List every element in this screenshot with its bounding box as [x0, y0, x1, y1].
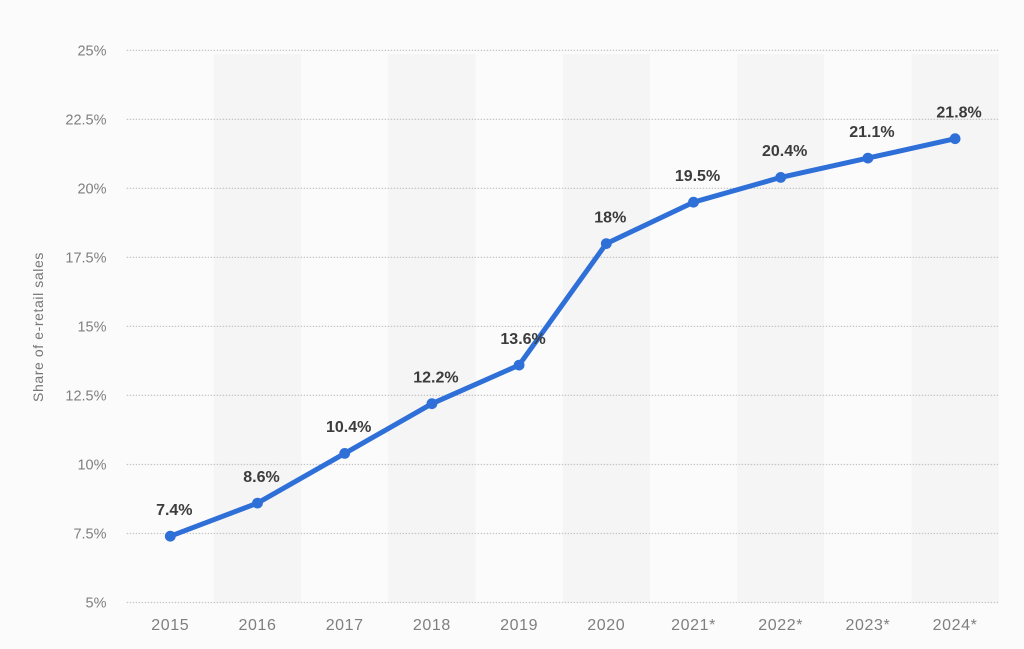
svg-text:21.8%: 21.8%: [936, 104, 981, 121]
svg-text:2023*: 2023*: [845, 617, 890, 634]
svg-text:10.4%: 10.4%: [326, 419, 371, 436]
svg-text:2024*: 2024*: [933, 617, 978, 634]
svg-text:18%: 18%: [594, 209, 626, 226]
svg-text:7.5%: 7.5%: [73, 527, 106, 543]
svg-text:12.5%: 12.5%: [65, 389, 106, 405]
svg-text:19.5%: 19.5%: [675, 168, 720, 185]
svg-text:7.4%: 7.4%: [156, 502, 192, 519]
svg-text:13.6%: 13.6%: [500, 331, 545, 348]
svg-text:8.6%: 8.6%: [243, 469, 279, 486]
svg-text:12.2%: 12.2%: [413, 369, 458, 386]
svg-text:22.5%: 22.5%: [65, 113, 106, 129]
svg-text:Share of e-retail sales: Share of e-retail sales: [30, 252, 46, 402]
svg-text:2018: 2018: [413, 617, 451, 634]
svg-text:2019: 2019: [500, 617, 538, 634]
svg-text:2016: 2016: [239, 617, 277, 634]
svg-text:2022*: 2022*: [758, 617, 803, 634]
svg-text:2017: 2017: [326, 617, 364, 634]
svg-text:2021*: 2021*: [671, 617, 716, 634]
svg-text:2015: 2015: [151, 617, 189, 634]
svg-text:20.4%: 20.4%: [762, 143, 807, 160]
svg-text:10%: 10%: [77, 458, 106, 474]
svg-text:2020: 2020: [587, 617, 625, 634]
svg-text:21.1%: 21.1%: [849, 124, 894, 141]
svg-text:15%: 15%: [77, 320, 106, 336]
svg-text:5%: 5%: [86, 596, 107, 612]
svg-text:25%: 25%: [77, 44, 106, 60]
svg-text:20%: 20%: [77, 182, 106, 198]
svg-text:17.5%: 17.5%: [65, 251, 106, 267]
